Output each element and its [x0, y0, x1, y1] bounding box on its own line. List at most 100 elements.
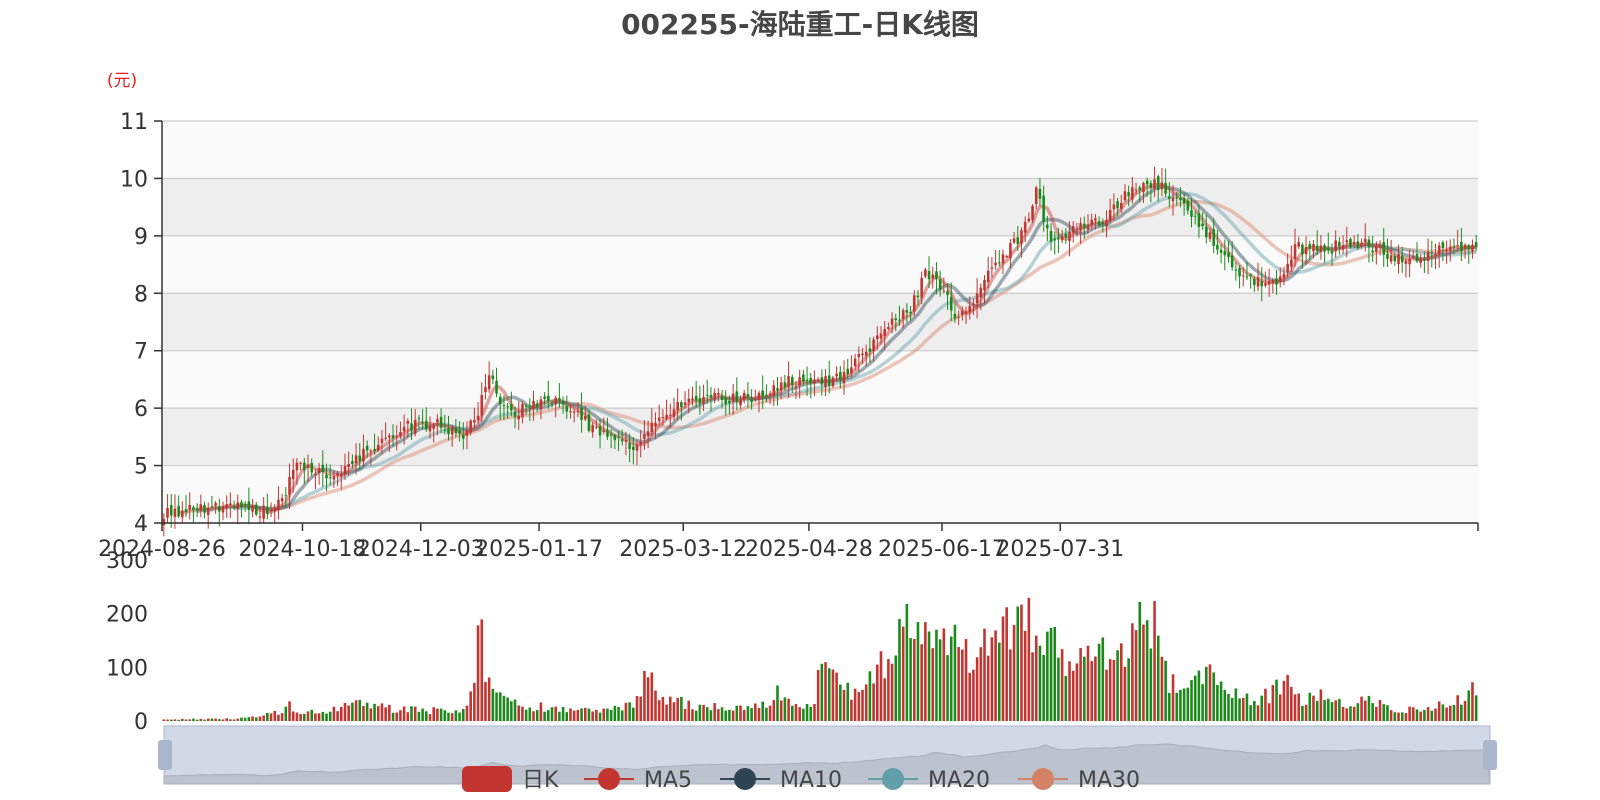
candle	[864, 344, 868, 367]
volume-bar	[1138, 601, 1142, 721]
candle	[1434, 243, 1437, 269]
candle	[402, 414, 406, 445]
volume-bar	[698, 704, 702, 721]
volume-bar	[221, 719, 225, 721]
candle	[1393, 252, 1397, 266]
candle	[510, 391, 513, 417]
candle	[580, 392, 583, 433]
volume-bar	[709, 710, 713, 721]
candle	[765, 384, 768, 403]
candle	[853, 353, 857, 371]
candle	[787, 361, 790, 399]
volume-bar	[1264, 688, 1267, 721]
volume-bar	[731, 710, 735, 721]
candle	[946, 283, 949, 311]
candle	[620, 429, 624, 446]
chart-legend[interactable]: 日K MA5 MA10 MA20 MA30	[462, 766, 1140, 793]
volume-bar	[1282, 680, 1286, 721]
volume-bar	[735, 705, 739, 721]
volume-bar	[432, 707, 435, 721]
zoom-handle-right[interactable]	[1483, 740, 1497, 770]
volume-bar	[1408, 706, 1411, 721]
volume-bar	[210, 718, 214, 721]
volume-bar	[628, 702, 631, 721]
candle	[887, 322, 890, 331]
volume-bar	[997, 642, 1001, 721]
volume-bar	[388, 704, 391, 721]
plot-band	[162, 293, 1478, 351]
plot-band	[162, 350, 1478, 409]
candle	[587, 409, 591, 433]
candle	[624, 431, 628, 456]
volume-bar	[1049, 627, 1053, 721]
volume-tick-label: 0	[134, 710, 148, 735]
volume-bar	[173, 719, 177, 721]
volume-bar	[757, 708, 761, 721]
volume-bar	[543, 711, 546, 721]
candle	[1474, 234, 1478, 251]
candle	[1205, 214, 1208, 244]
legend-label: MA20	[928, 768, 990, 793]
candle	[905, 303, 909, 323]
candle	[1193, 210, 1197, 225]
volume-bar	[846, 682, 850, 721]
legend-item-ma5[interactable]: MA5	[584, 768, 692, 793]
volume-bar	[620, 710, 624, 721]
volume-bar	[754, 703, 757, 721]
volume-bar	[617, 706, 620, 721]
volume-bar	[602, 708, 606, 721]
candle	[321, 450, 325, 487]
candle	[750, 389, 753, 410]
candle	[351, 454, 354, 469]
candle	[1223, 239, 1227, 271]
candle	[687, 388, 691, 414]
legend-item-ma30[interactable]: MA30	[1018, 768, 1140, 793]
candle	[1323, 243, 1326, 263]
volume-bar	[1460, 704, 1463, 721]
candle	[942, 277, 946, 294]
candle	[262, 497, 265, 523]
zoom-handle-left[interactable]	[158, 740, 172, 770]
volume-bar	[931, 648, 935, 721]
volume-bar	[1463, 700, 1467, 721]
volume-bar	[1071, 670, 1075, 721]
candle	[269, 502, 273, 517]
volume-bar	[177, 719, 180, 721]
volume-bar	[325, 713, 328, 721]
volume-bar	[1256, 705, 1260, 721]
volume-bar	[1426, 707, 1430, 721]
volume-bar	[668, 696, 672, 721]
candle	[872, 336, 875, 362]
volume-bar	[824, 662, 827, 721]
legend-item-ma20[interactable]: MA20	[868, 768, 990, 793]
volume-bar	[243, 717, 247, 721]
volume-bar	[827, 668, 831, 721]
legend-item-kline[interactable]: 日K	[462, 766, 559, 793]
volume-bar	[595, 709, 598, 721]
volume-bar	[1230, 697, 1234, 721]
volume-bar	[465, 705, 469, 721]
candle	[1005, 254, 1008, 259]
volume-bar	[949, 636, 953, 721]
volume-bar	[498, 692, 502, 721]
candle	[280, 493, 284, 507]
candle	[1116, 197, 1119, 217]
volume-bar	[1378, 699, 1382, 721]
candle	[1415, 242, 1419, 263]
legend-swatch-dot	[598, 768, 620, 790]
legend-label: MA30	[1078, 768, 1140, 793]
candle	[846, 358, 850, 379]
legend-item-ma10[interactable]: MA10	[720, 768, 842, 793]
candle	[735, 377, 739, 411]
volume-bar	[266, 712, 269, 721]
candle	[643, 420, 646, 451]
volume-bar	[1315, 700, 1319, 721]
candle	[1009, 239, 1012, 269]
candle	[1330, 243, 1334, 266]
candle	[657, 404, 661, 425]
candle	[328, 464, 332, 486]
candle	[1112, 193, 1116, 221]
candle	[188, 492, 192, 520]
volume-bar	[199, 718, 203, 721]
candle	[1430, 240, 1434, 268]
